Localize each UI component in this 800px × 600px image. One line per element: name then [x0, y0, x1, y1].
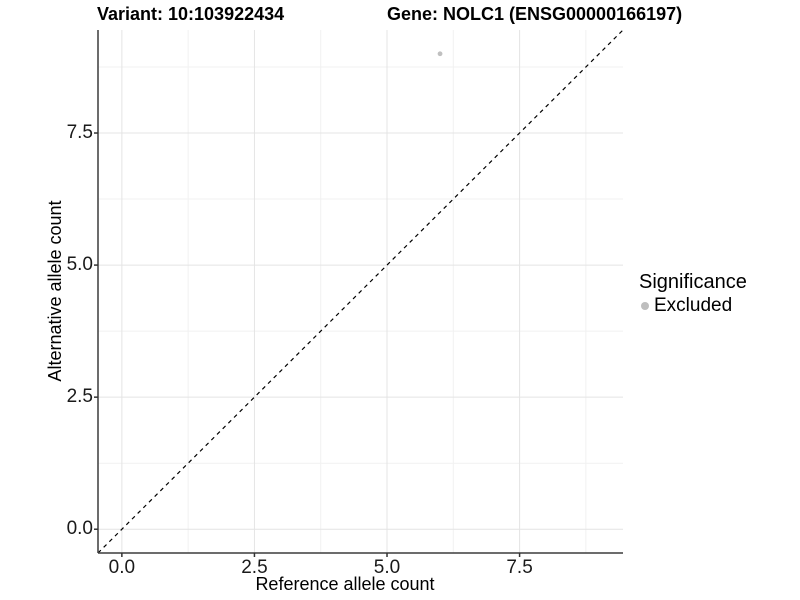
legend: Significance Excluded — [639, 271, 799, 316]
data-point — [437, 51, 443, 57]
legend-point-icon — [641, 301, 649, 310]
x-tick-label: 0.0 — [108, 557, 136, 578]
x-tick-label: 5.0 — [373, 557, 401, 578]
plot-title-variant: Variant: 10:103922434 — [97, 4, 285, 24]
x-axis-title: Reference allele count — [255, 574, 435, 594]
identity-reference-line — [97, 29, 624, 554]
y-tick-label: 0.0 — [66, 518, 93, 540]
legend-title: Significance — [639, 271, 747, 293]
y-tick-label: 5.0 — [66, 254, 93, 276]
legend-item-label: Excluded — [654, 294, 733, 316]
legend-item-excluded: Excluded — [641, 295, 799, 316]
x-tick-label: 2.5 — [241, 557, 268, 578]
plot-svg — [94, 29, 624, 557]
plot-title-gene: Gene: NOLC1 (ENSG00000166197) — [387, 4, 683, 24]
y-tick-label: 2.5 — [66, 386, 93, 408]
x-tick-label: 7.5 — [506, 557, 533, 578]
y-tick-label: 7.5 — [66, 122, 93, 143]
plot-panel — [94, 29, 624, 557]
